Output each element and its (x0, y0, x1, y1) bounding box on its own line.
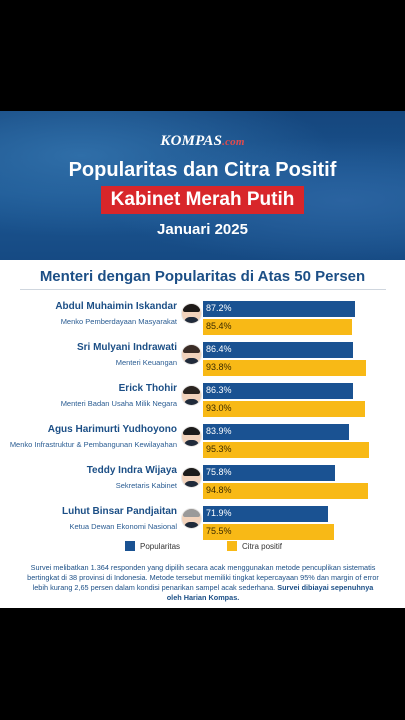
minister-avatar-icon (181, 344, 202, 365)
popularitas-bar: 83.9% (203, 424, 349, 440)
bar-value-label: 75.5% (206, 526, 232, 536)
minister-avatar-icon (181, 508, 202, 529)
minister-name: Teddy Indra Wijaya (86, 465, 177, 476)
popularitas-bar: 86.3% (203, 383, 354, 399)
title-date: Januari 2025 (157, 221, 248, 238)
divider (20, 289, 386, 290)
suit-shape (184, 317, 199, 323)
minister-name: Erick Thohir (118, 383, 177, 394)
popularitas-bar: 71.9% (203, 506, 329, 522)
suit-shape (184, 522, 199, 528)
bar-value-label: 86.3% (206, 385, 232, 395)
hair-shape (183, 468, 200, 476)
hair-shape (183, 386, 200, 394)
footnote: Survei melibatkan 1.364 responden yang d… (26, 563, 380, 603)
bar-value-label: 85.4% (206, 321, 232, 331)
infographic: KOMPAS.com Popularitas dan Citra Positif… (0, 111, 405, 608)
popularitas-bar: 86.4% (203, 342, 354, 358)
suit-shape (184, 358, 199, 364)
popularitas-bar: 75.8% (203, 465, 335, 481)
header-banner: KOMPAS.com Popularitas dan Citra Positif… (0, 111, 405, 260)
footnote-emphasis: Survei dibiayai sepenuhnya oleh Harian K… (166, 583, 374, 602)
bar-value-label: 94.8% (206, 485, 232, 495)
legend-label: Popularitas (140, 542, 181, 551)
bar-value-label: 93.8% (206, 362, 232, 372)
bar-value-label: 75.8% (206, 467, 232, 477)
footnote-text: Survei melibatkan 1.364 responden yang d… (27, 563, 379, 592)
hair-shape (183, 304, 200, 312)
minister-name: Luhut Binsar Pandjaitan (61, 506, 177, 517)
minister-name: Abdul Muhaimin Iskandar (55, 301, 177, 312)
minister-avatar-icon (181, 467, 202, 488)
bar-value-label: 95.3% (206, 444, 232, 454)
citra-positif-bar: 93.8% (203, 360, 367, 376)
citra-positif-bar: 93.0% (203, 401, 365, 417)
popularitas-bar: 87.2% (203, 301, 355, 317)
bar-value-label: 87.2% (206, 303, 232, 313)
legend-citra-swatch (227, 541, 237, 551)
minister-name: Sri Mulyani Indrawati (76, 342, 177, 353)
bar-value-label: 71.9% (206, 508, 232, 518)
bar-value-label: 93.0% (206, 403, 232, 413)
chart-title: Menteri dengan Popularitas di Atas 50 Pe… (39, 268, 366, 285)
minister-role: Menteri Badan Usaha Milik Negara (60, 399, 177, 408)
suit-shape (184, 440, 199, 446)
bar-chart: Abdul Muhaimin Iskandar Menko Pemberdayaa… (0, 111, 405, 608)
minister-role: Menko Infrastruktur & Pembangunan Kewila… (9, 440, 177, 449)
hair-shape (183, 427, 200, 435)
title-line-2: Kabinet Merah Putih (100, 186, 305, 214)
minister-name: Agus Harimurti Yudhoyono (47, 424, 177, 435)
suit-shape (184, 399, 199, 405)
legend-popularitas-swatch (125, 541, 135, 551)
minister-role: Sekretaris Kabinet (115, 481, 177, 490)
minister-role: Ketua Dewan Ekonomi Nasional (69, 522, 177, 531)
minister-avatar-icon (181, 303, 202, 324)
suit-shape (184, 481, 199, 487)
bar-value-label: 86.4% (206, 344, 232, 354)
citra-positif-bar: 85.4% (203, 319, 352, 335)
brand-logo: KOMPAS.com (160, 133, 245, 149)
title-line-1: Popularitas dan Citra Positif (68, 159, 337, 181)
citra-positif-bar: 94.8% (203, 483, 368, 499)
legend-label: Citra positif (242, 542, 283, 551)
hair-shape (183, 509, 200, 517)
minister-avatar-icon (181, 426, 202, 447)
minister-avatar-icon (181, 385, 202, 406)
citra-positif-bar: 75.5% (203, 524, 335, 540)
citra-positif-bar: 95.3% (203, 442, 369, 458)
hair-shape (183, 345, 200, 353)
minister-role: Menteri Keuangan (115, 358, 177, 367)
bar-value-label: 83.9% (206, 426, 232, 436)
minister-role: Menko Pemberdayaan Masyarakat (60, 317, 177, 326)
